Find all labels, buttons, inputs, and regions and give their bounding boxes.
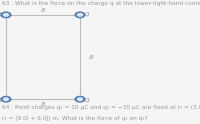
- Text: 64 . Point charges q₁ = 10 μC and q₂ = −30 μC are fixed at r₁ = (3.0î − 4.0ĵ) m : 64 . Point charges q₁ = 10 μC and q₂ = −…: [2, 105, 200, 110]
- Circle shape: [77, 97, 83, 101]
- Circle shape: [3, 97, 9, 101]
- Text: a: a: [41, 101, 45, 107]
- Text: 63 . What is the force on the charge q at the lower-right-hand corner of the squ: 63 . What is the force on the charge q a…: [2, 1, 200, 6]
- Circle shape: [77, 13, 83, 17]
- Text: q: q: [85, 97, 89, 103]
- Text: r₂ = (9.0î + 6.0ĵ) m. What is the force of q₂ on q₁?: r₂ = (9.0î + 6.0ĵ) m. What is the force …: [2, 116, 148, 121]
- Circle shape: [74, 96, 86, 103]
- Text: q: q: [0, 97, 1, 103]
- Circle shape: [0, 11, 12, 18]
- Circle shape: [0, 96, 12, 103]
- Text: a: a: [89, 54, 93, 60]
- Text: a: a: [41, 7, 45, 13]
- Text: q: q: [85, 11, 89, 17]
- Circle shape: [3, 13, 9, 17]
- Circle shape: [74, 11, 86, 18]
- Text: q: q: [0, 11, 1, 17]
